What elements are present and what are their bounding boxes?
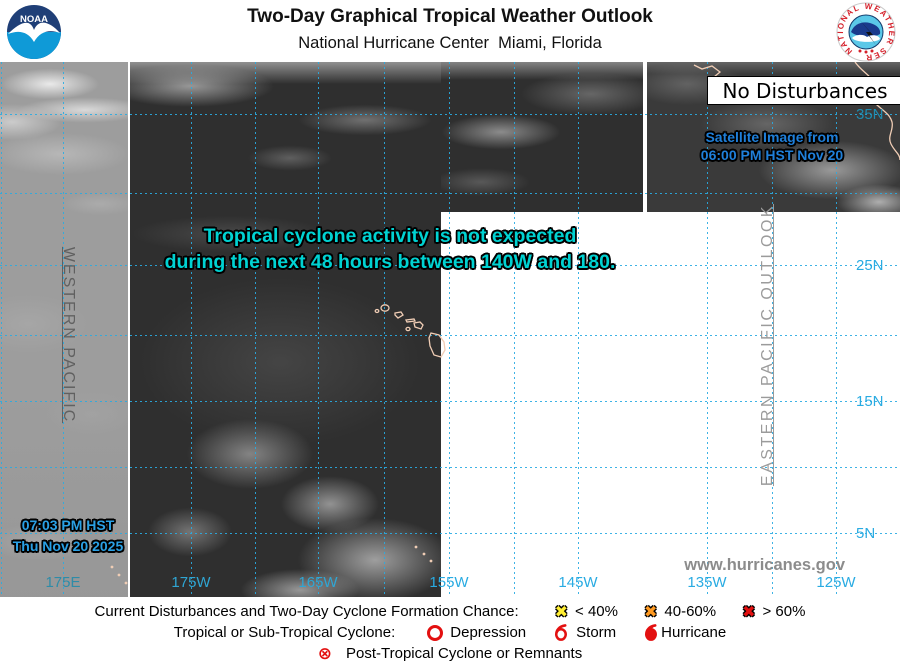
lat-label-35n: 35N xyxy=(856,106,884,123)
issue-timestamp-line1: 07:03 PM HST xyxy=(21,517,115,533)
legend-row-chance: Current Disturbances and Two-Day Cyclone… xyxy=(0,601,900,622)
noaa-logo-icon: NOAA xyxy=(7,5,61,59)
medium-chance-x-icon: ✖ xyxy=(643,601,658,621)
lon-label-155w: 155W xyxy=(429,574,469,591)
eastern-pacific-outlook-label: EASTERN PACIFIC OUTLOOK xyxy=(759,203,776,487)
lat-label-15n: 15N xyxy=(856,393,884,410)
outlook-message-line1: Tropical cyclone activity is not expecte… xyxy=(203,225,577,247)
medium-chance-label: 40-60% xyxy=(664,603,717,620)
svg-text:NOAA: NOAA xyxy=(20,14,48,25)
page-subtitle: National Hurricane Center Miami, Florida xyxy=(298,34,602,52)
nws-logo-icon: NATIONAL WEATHER SERVICE xyxy=(836,2,896,62)
legend-chance-label: Current Disturbances and Two-Day Cyclone… xyxy=(94,603,519,620)
depression-label: Depression xyxy=(450,624,527,641)
storm-icon xyxy=(555,623,568,641)
lat-label-5n: 5N xyxy=(856,525,876,542)
post-tropical-label: Post-Tropical Cyclone or Remnants xyxy=(346,645,583,662)
storm-label: Storm xyxy=(576,624,617,641)
lon-label-175e: 175E xyxy=(45,574,81,591)
satellite-map: No Disturbances Satellite Image from 06:… xyxy=(0,62,900,597)
legend: Current Disturbances and Two-Day Cyclone… xyxy=(0,597,900,665)
depression-icon xyxy=(427,624,444,641)
lon-label-125w: 125W xyxy=(816,574,856,591)
lon-label-175w: 175W xyxy=(171,574,211,591)
central-pacific-satellite-tile-upper xyxy=(441,62,643,212)
page-title: Two-Day Graphical Tropical Weather Outlo… xyxy=(247,6,653,27)
low-chance-label: < 40% xyxy=(575,603,618,620)
satellite-caption-line2: 06:00 PM HST Nov 20 xyxy=(700,147,844,163)
no-disturbances-box: No Disturbances xyxy=(707,76,900,105)
lat-label-25n: 25N xyxy=(856,257,884,274)
issue-timestamp: 07:03 PM HST Thu Nov 20 2025 xyxy=(8,515,128,557)
satellite-caption-line1: Satellite Image from xyxy=(705,129,839,145)
outlook-message-line2: during the next 48 hours between 140W an… xyxy=(164,251,616,273)
header: NOAA Two-Day Graphical Tropical Weather … xyxy=(0,0,900,62)
high-chance-label: > 60% xyxy=(762,603,806,620)
central-pacific-satellite-tile xyxy=(130,62,441,597)
post-tropical-icon: ⊗ xyxy=(317,643,333,664)
low-chance-x-icon: ✖ xyxy=(554,601,569,621)
satellite-caption: Satellite Image from 06:00 PM HST Nov 20 xyxy=(672,128,872,164)
hurricane-icon xyxy=(645,623,658,641)
lon-label-145w: 145W xyxy=(558,574,598,591)
no-disturbances-text: No Disturbances xyxy=(722,78,888,103)
legend-cyclone-label: Tropical or Sub-Tropical Cyclone: xyxy=(173,624,396,641)
outlook-message: Tropical cyclone activity is not expecte… xyxy=(110,223,670,275)
hurricane-label: Hurricane xyxy=(661,624,727,641)
western-pacific-label: WESTERN PACIFIC xyxy=(60,246,77,424)
legend-row-cyclone: Tropical or Sub-Tropical Cyclone: Depres… xyxy=(0,622,900,643)
lon-label-165w: 165W xyxy=(298,574,338,591)
legend-row-post-tropical: ⊗ Post-Tropical Cyclone or Remnants xyxy=(0,643,900,664)
western-pacific-satellite-tile xyxy=(0,62,128,597)
issue-timestamp-line2: Thu Nov 20 2025 xyxy=(12,538,124,554)
high-chance-x-icon: ✖ xyxy=(742,601,756,621)
hurricanes-gov-text: www.hurricanes.gov xyxy=(684,556,845,574)
lon-label-135w: 135W xyxy=(687,574,727,591)
